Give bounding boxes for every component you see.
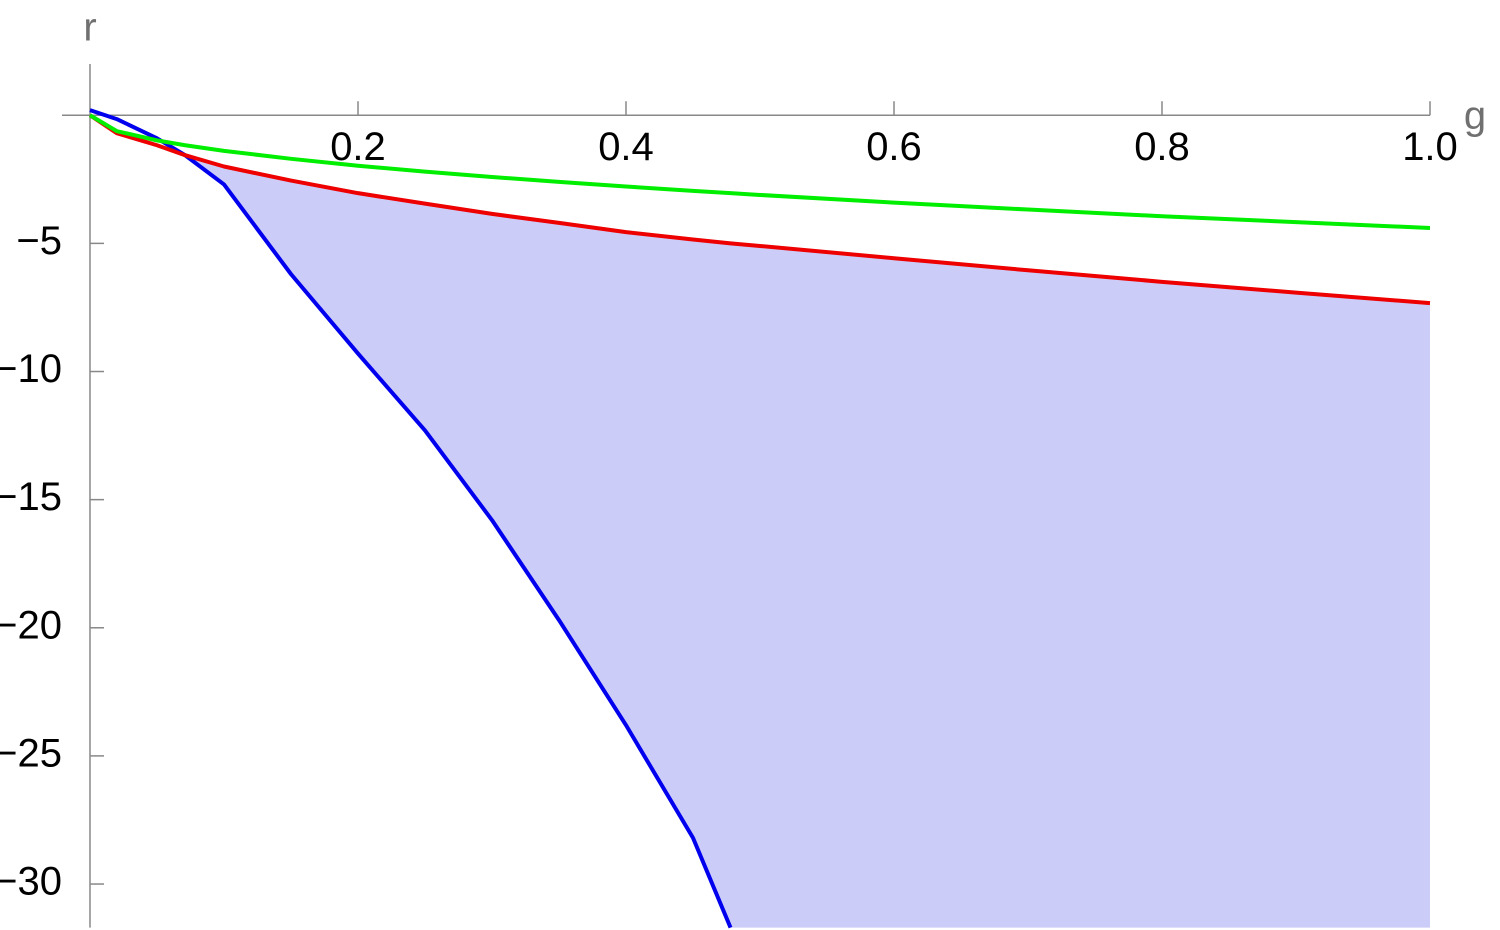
x-tick-label: 1.0	[1402, 125, 1458, 169]
x-tick-label: 0.6	[866, 125, 922, 169]
y-tick-label: −25	[0, 731, 62, 775]
curve	[88, 113, 1431, 306]
x-tick-label: 0.2	[330, 125, 386, 169]
x-tick-label: 0.4	[598, 125, 654, 169]
shaded-region	[185, 155, 1430, 928]
y-tick-label: −30	[0, 860, 62, 904]
y-tick-label: −5	[16, 219, 62, 263]
x-tick-label: 0.8	[1134, 125, 1190, 169]
y-tick-label: −10	[0, 347, 62, 391]
y-axis-label: r	[83, 6, 96, 50]
curve	[88, 113, 1431, 231]
x-axis-label: g	[1464, 94, 1486, 138]
y-tick-label: −15	[0, 475, 62, 519]
y-tick-label: −20	[0, 603, 62, 647]
